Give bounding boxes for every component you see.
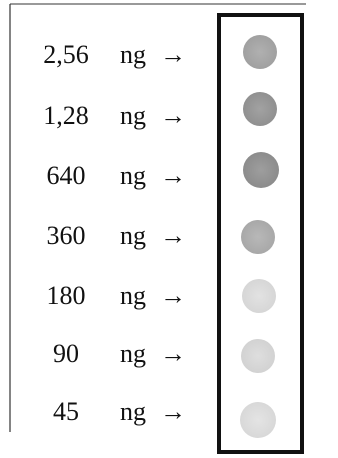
- unit-label: ng: [120, 281, 146, 310]
- unit-label: ng: [120, 40, 146, 69]
- dot: [240, 402, 276, 438]
- amount-label: 45: [53, 397, 79, 426]
- amount-label: 90: [53, 339, 79, 368]
- amount-label: 1,28: [43, 101, 89, 130]
- unit-label: ng: [120, 339, 146, 368]
- arrow: →: [160, 161, 186, 190]
- unit-label: ng: [120, 101, 146, 130]
- arrow: →: [160, 397, 186, 426]
- unit-label: ng: [120, 397, 146, 426]
- unit-label: ng: [120, 161, 146, 190]
- dot: [241, 220, 275, 254]
- arrow: →: [160, 101, 186, 130]
- arrow: →: [160, 281, 186, 310]
- arrow: →: [160, 40, 186, 69]
- dots: [240, 35, 279, 438]
- unit-label: ng: [120, 221, 146, 250]
- dot: [243, 35, 277, 69]
- dot-blot-figure: 2,56 ng → 1,28 ng → 640 ng → 360 ng → 180 ng → 90 ng → 45 n…: [0, 0, 338, 458]
- amount-label: 640: [47, 161, 86, 190]
- arrow: →: [160, 221, 186, 250]
- dot: [241, 339, 275, 373]
- dot: [243, 152, 279, 188]
- arrow: →: [160, 339, 186, 368]
- dot: [242, 279, 276, 313]
- amount-label: 2,56: [43, 40, 89, 69]
- amount-label: 360: [47, 221, 86, 250]
- dot: [243, 92, 277, 126]
- amount-label: 180: [47, 281, 86, 310]
